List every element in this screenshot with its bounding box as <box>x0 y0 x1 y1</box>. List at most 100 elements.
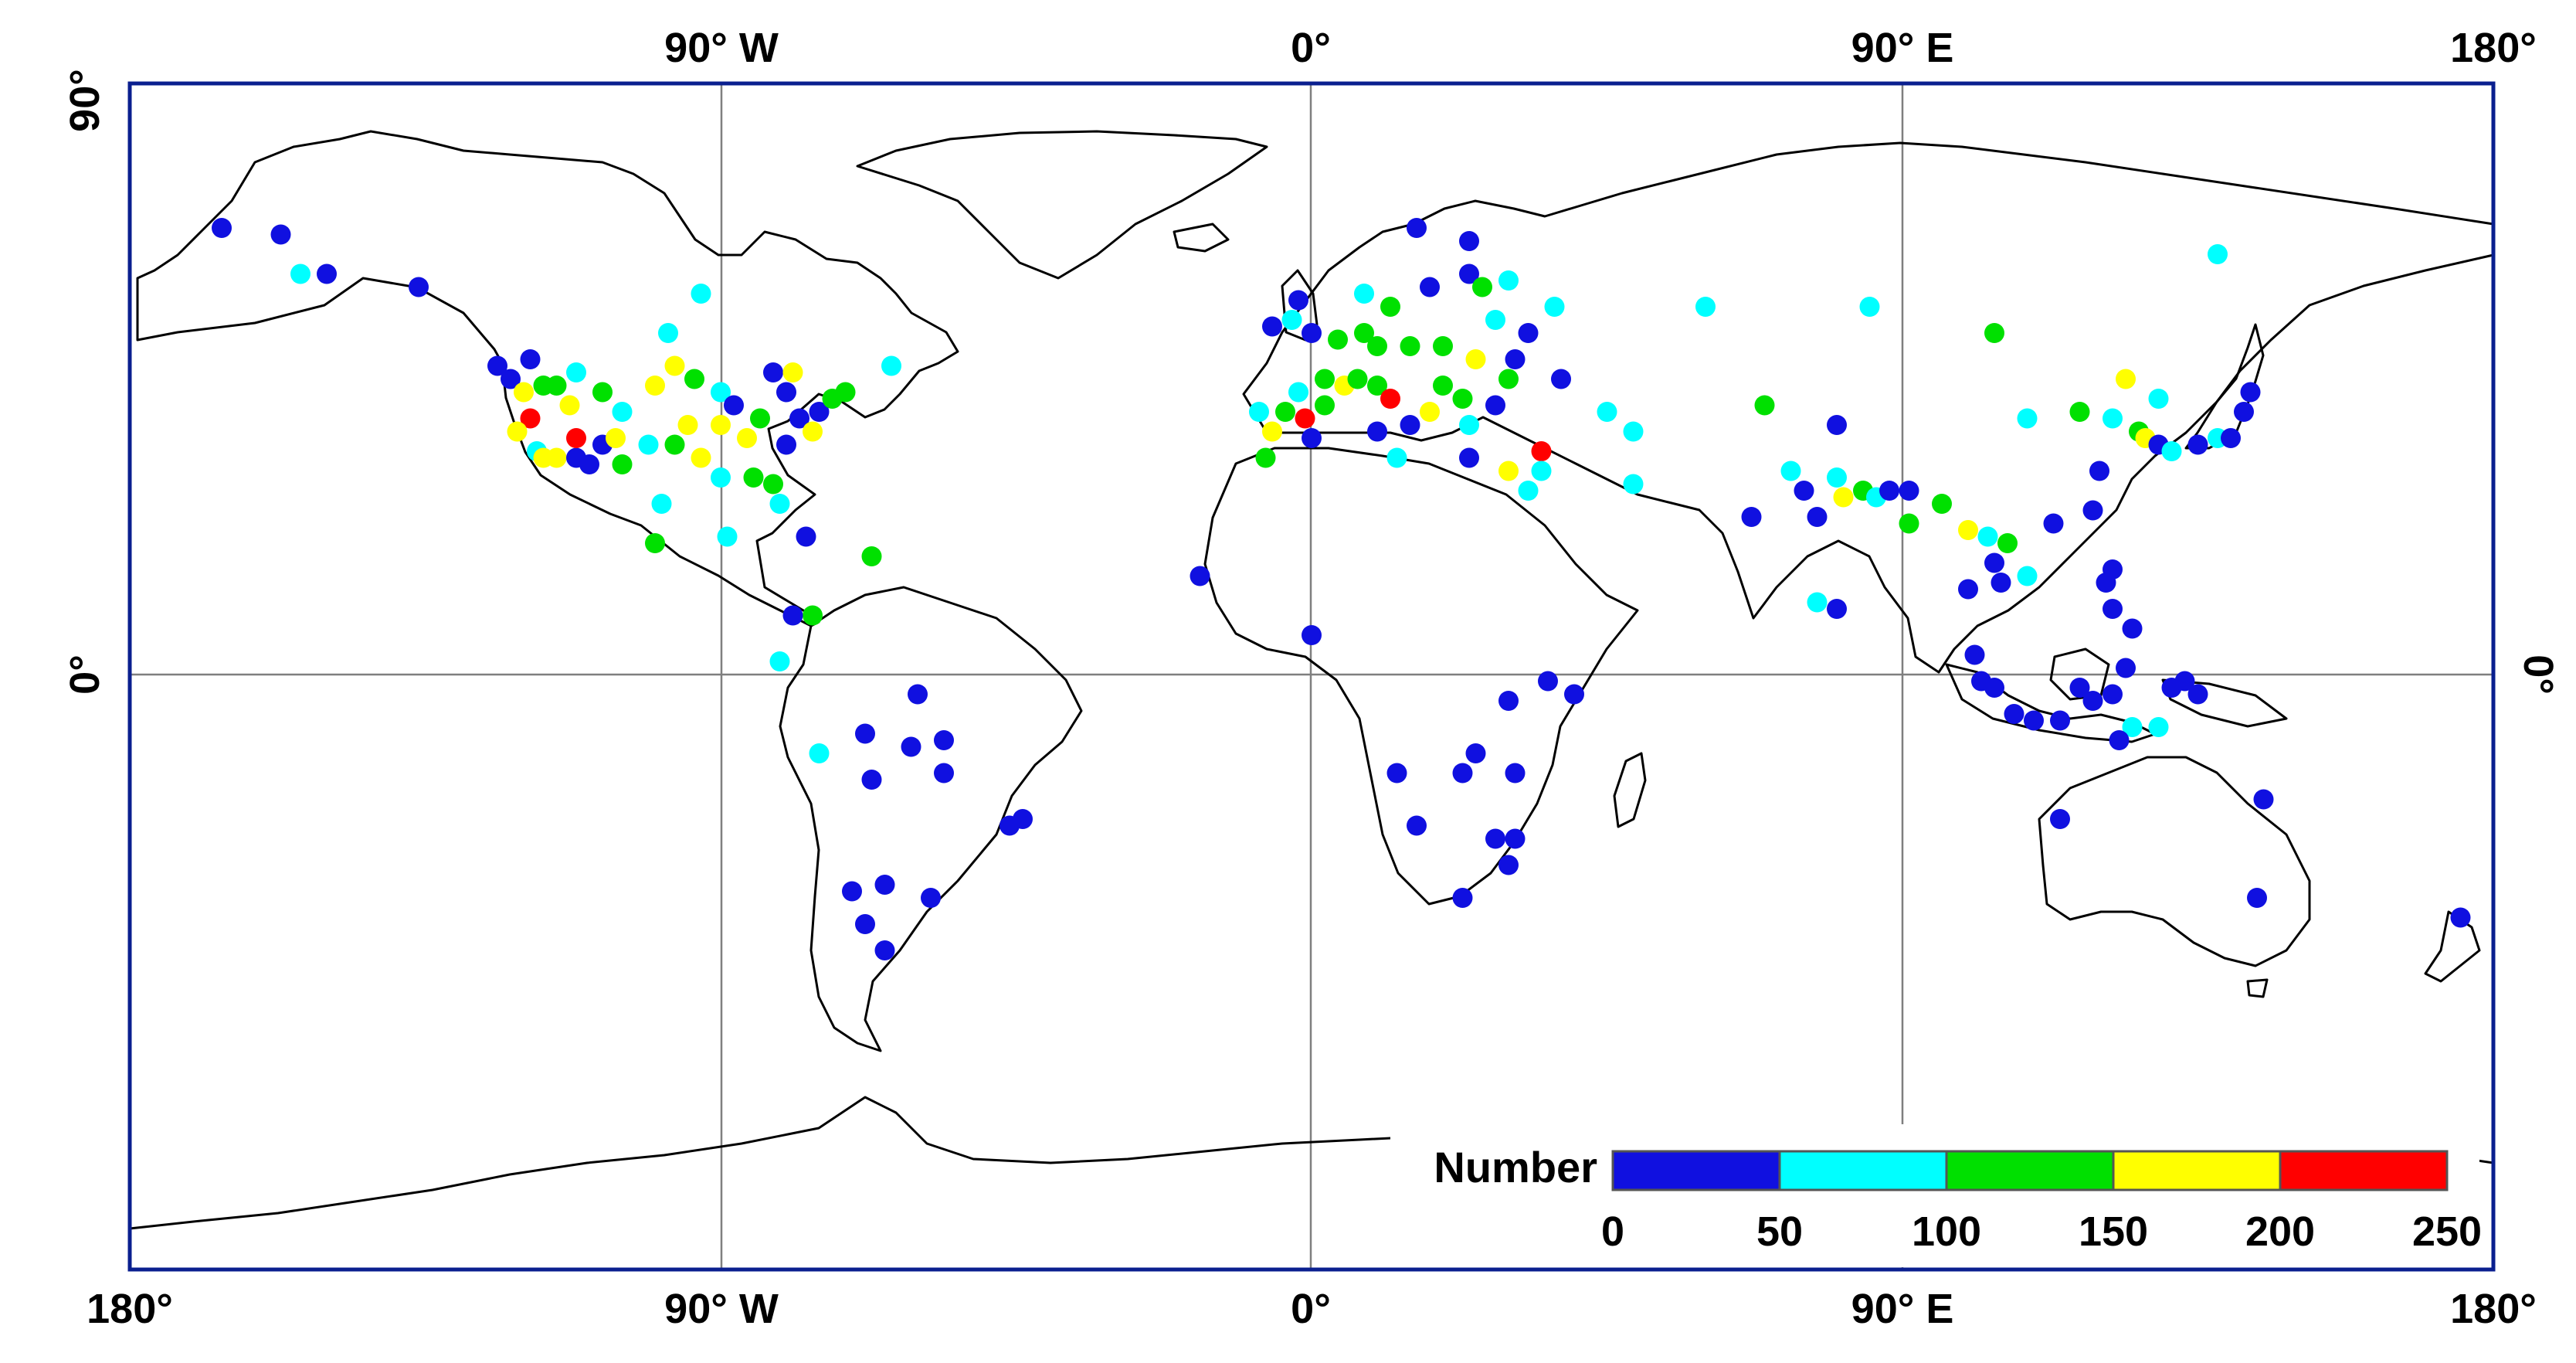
station-point <box>1991 573 2011 593</box>
station-point <box>2024 710 2044 731</box>
station-point <box>579 454 599 474</box>
station-point <box>2187 434 2208 455</box>
station-point <box>1984 323 2004 343</box>
coast-greenland <box>856 130 1268 280</box>
coast-eurasia <box>1242 141 2495 674</box>
station-point <box>2116 658 2136 678</box>
station-point <box>1380 389 1400 409</box>
station-point <box>1899 481 1919 501</box>
station-point <box>842 881 862 902</box>
station-point <box>1433 376 1453 396</box>
legend-swatch <box>2279 1150 2449 1191</box>
station-point <box>1833 487 1854 508</box>
station-point <box>1347 369 1368 389</box>
station-point <box>1807 592 1828 613</box>
station-point <box>1827 467 1847 488</box>
station-point <box>546 447 567 468</box>
legend-title: Number <box>1434 1143 1597 1191</box>
station-point <box>2122 618 2143 639</box>
legend-ticks: 0 50 100 150 200 250 <box>1601 1208 2482 1255</box>
station-point <box>803 605 823 626</box>
station-point <box>1498 270 1519 291</box>
station-point <box>782 605 803 626</box>
station-point <box>1472 277 1492 297</box>
station-point <box>1452 888 1473 908</box>
station-point <box>1262 421 1282 442</box>
station-point <box>2247 888 2267 908</box>
station-point <box>2208 244 2228 264</box>
station-point <box>1780 461 1801 481</box>
station-point <box>1984 678 2004 698</box>
station-point <box>724 395 744 416</box>
station-point <box>1315 369 1335 389</box>
station-point <box>1485 828 1505 849</box>
station-point <box>1328 329 1348 350</box>
station-point <box>711 382 731 403</box>
bottom-label-90e: 90° E <box>1851 1286 1954 1332</box>
station-point <box>2450 907 2471 928</box>
station-point <box>1459 231 1479 251</box>
station-point <box>1367 376 1387 396</box>
station-point <box>2069 402 2090 422</box>
station-point <box>1498 691 1519 711</box>
station-point <box>1505 763 1526 783</box>
station-point <box>1741 507 1762 527</box>
station-point <box>1984 552 2004 573</box>
station-point <box>1452 389 1473 409</box>
station-point <box>1400 415 1420 435</box>
station-point <box>1518 323 1539 343</box>
station-point <box>546 376 567 396</box>
station-point <box>789 408 809 429</box>
station-point <box>2187 684 2208 705</box>
station-point <box>1354 284 1374 304</box>
station-point <box>835 382 856 403</box>
station-point <box>1465 349 1486 369</box>
bottom-label-0: 0° <box>1291 1286 1331 1332</box>
station-point <box>1255 447 1276 468</box>
station-point <box>1302 323 1322 343</box>
station-point <box>1262 316 1282 337</box>
station-point <box>1288 382 1308 403</box>
station-point <box>1958 579 1978 600</box>
station-point <box>881 355 901 376</box>
station-point <box>1807 507 1828 527</box>
station-point <box>2116 369 2136 389</box>
station-point <box>874 940 895 960</box>
station-point <box>1302 625 1322 645</box>
station-point <box>743 467 764 488</box>
station-point <box>1531 441 1552 461</box>
station-point <box>606 428 626 448</box>
station-point <box>1997 533 2018 553</box>
station-point <box>1932 494 1952 514</box>
station-point <box>2082 691 2103 711</box>
station-point <box>1827 415 1847 435</box>
station-point <box>1485 395 1505 416</box>
left-label-90: 90° <box>62 69 108 132</box>
station-point <box>1459 415 1479 435</box>
station-point <box>2043 513 2064 534</box>
station-points <box>212 218 2471 960</box>
station-point <box>2221 428 2241 448</box>
station-point <box>1420 277 1440 297</box>
station-point <box>691 447 711 468</box>
legend-background <box>1390 1124 2479 1267</box>
station-point <box>664 434 685 455</box>
station-point <box>1859 297 1880 317</box>
station-point <box>769 494 790 514</box>
station-point <box>2050 809 2070 829</box>
coast-north-america <box>136 130 959 627</box>
station-point <box>1013 809 1033 829</box>
station-point <box>763 474 783 495</box>
legend-tick-label: 150 <box>2079 1208 2148 1255</box>
station-point <box>737 428 757 448</box>
station-point <box>1623 474 1644 495</box>
station-point <box>1538 671 1558 692</box>
station-point <box>1498 461 1519 481</box>
station-point <box>2109 730 2130 750</box>
station-point <box>1190 566 1210 586</box>
top-label-90e: 90° E <box>1851 25 1954 71</box>
station-point <box>1794 481 1814 501</box>
station-point <box>776 382 796 403</box>
station-point <box>1459 447 1479 468</box>
